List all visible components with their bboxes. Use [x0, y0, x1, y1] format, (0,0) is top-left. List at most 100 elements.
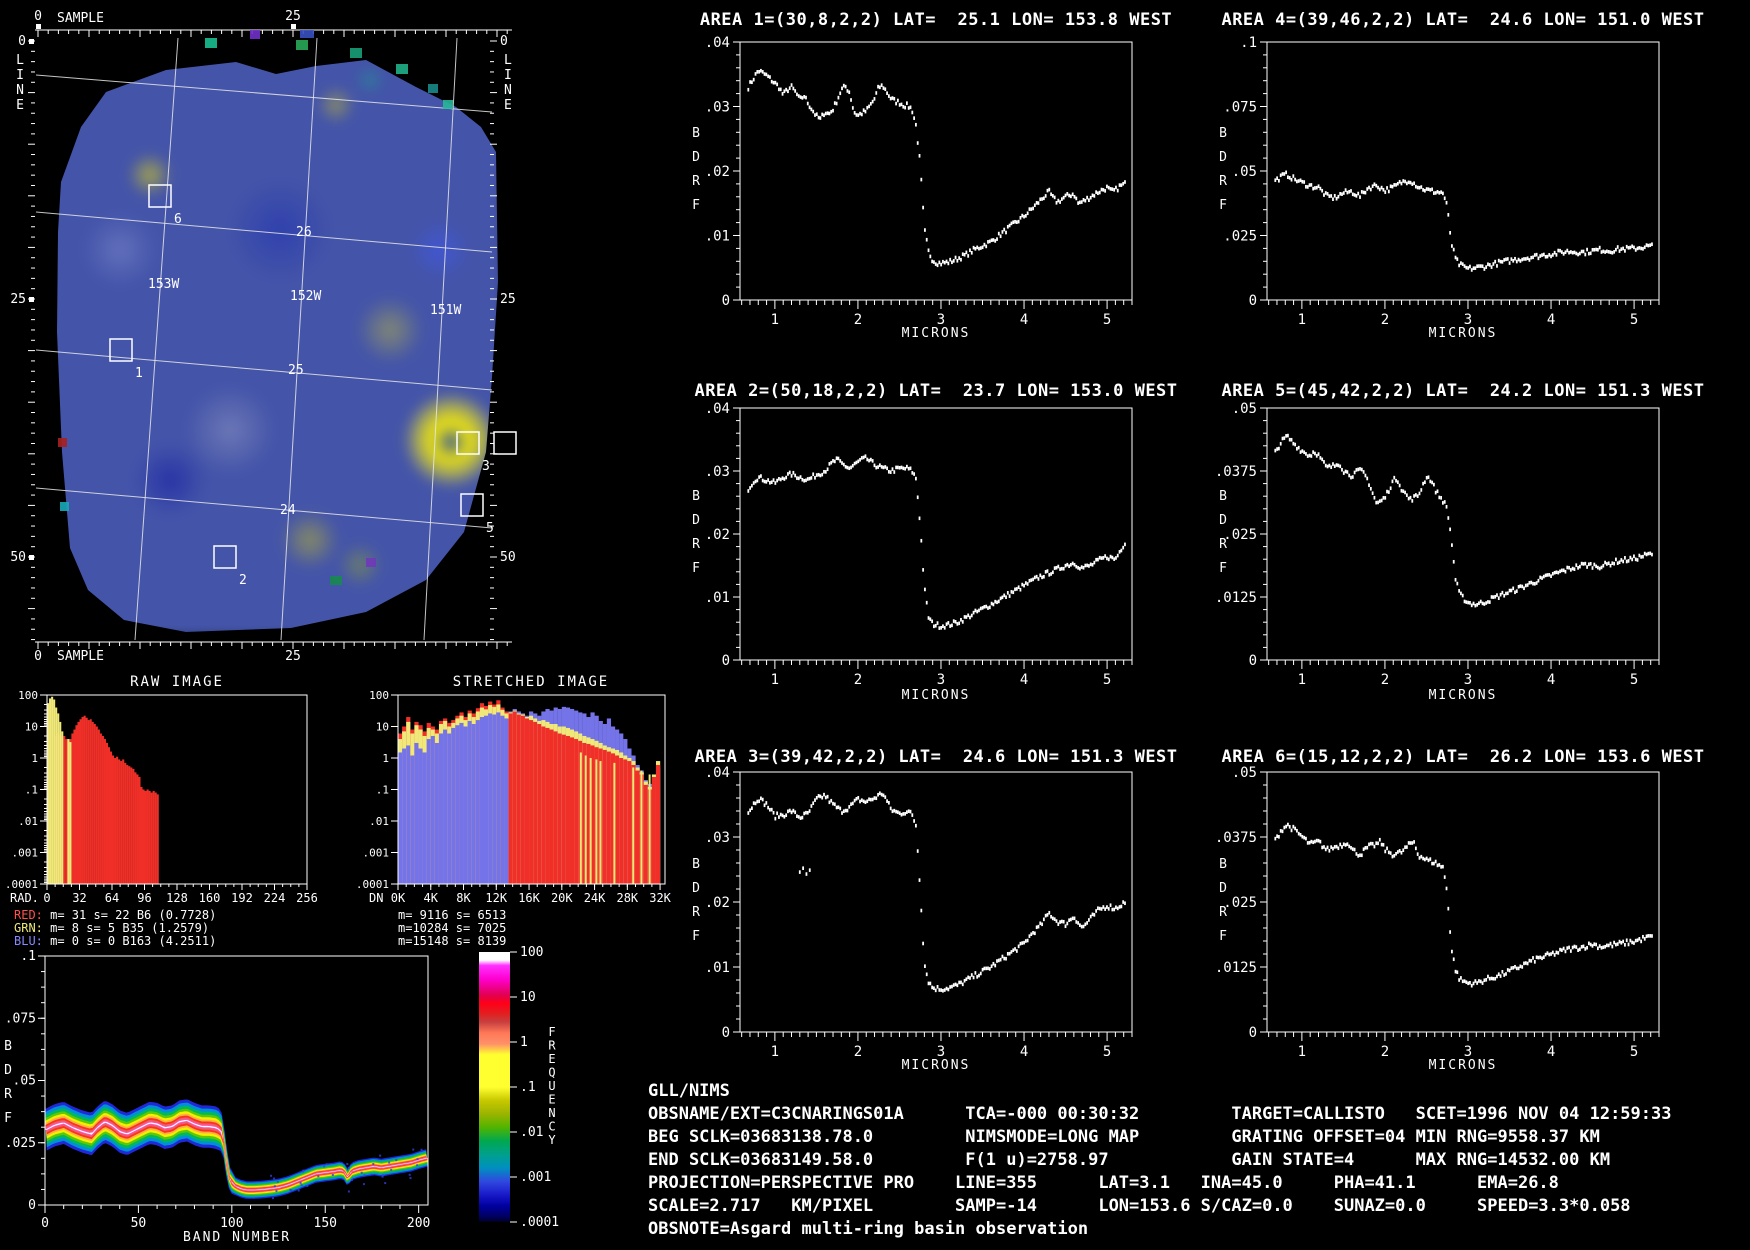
svg-text:.01: .01 — [705, 960, 730, 976]
svg-text:8K: 8K — [456, 891, 471, 905]
area2-xaxis-label: MICRONS — [901, 688, 971, 703]
svg-text:.05: .05 — [1232, 401, 1257, 417]
svg-text:RAD.: RAD. — [10, 891, 39, 905]
svg-text:F: F — [1219, 929, 1227, 944]
svg-text:.1: .1 — [1240, 35, 1257, 51]
area3-xaxis-label: MICRONS — [901, 1058, 971, 1073]
svg-text:64: 64 — [105, 891, 119, 905]
svg-text:50: 50 — [10, 550, 26, 565]
svg-text:3: 3 — [1464, 1044, 1472, 1060]
svg-text:3: 3 — [1464, 672, 1472, 688]
svg-text:0: 0 — [34, 9, 42, 24]
raw-image-title: RAW IMAGE — [130, 674, 224, 690]
svg-text:1: 1 — [1298, 1044, 1306, 1060]
raw-histogram-plot: 100 10 1 .1 .01 .001 .0001 0 32 64 96 128 160 192 224 2… — [5, 689, 318, 948]
svg-text:0: 0 — [28, 1198, 36, 1213]
svg-text:1: 1 — [135, 366, 143, 381]
svg-text:5: 5 — [1103, 1044, 1111, 1060]
info-line-projection: PROJECTION=PERSPECTIVE PRO LINE=355 LAT=… — [648, 1173, 1559, 1193]
svg-text:128: 128 — [166, 891, 188, 905]
svg-text:4: 4 — [1020, 672, 1028, 688]
area1-title: AREA 1=(30,8,2,2) LAT= 25.1 LON= 153.8 W… — [699, 10, 1173, 30]
svg-text:R: R — [692, 537, 700, 552]
svg-text:D: D — [692, 881, 700, 896]
svg-text:12K: 12K — [485, 891, 507, 905]
svg-text:.001: .001 — [520, 1170, 551, 1185]
svg-text:2: 2 — [854, 1044, 862, 1060]
svg-text:.01: .01 — [705, 590, 730, 606]
svg-text:3: 3 — [937, 312, 945, 328]
svg-text:E: E — [16, 98, 24, 113]
svg-text:24K: 24K — [584, 891, 606, 905]
svg-text:F: F — [692, 561, 700, 576]
info-line-mission: GLL/NIMS — [648, 1081, 730, 1101]
info-line-begsclk: BEG SCLK=03683138.78.0 NIMSMODE=LONG MAP… — [648, 1127, 1600, 1147]
svg-text:5: 5 — [1103, 672, 1111, 688]
svg-text:32K: 32K — [649, 891, 671, 905]
svg-text:160: 160 — [199, 891, 221, 905]
svg-text:.075: .075 — [1223, 100, 1257, 116]
stretched-image-title: STRETCHED IMAGE — [452, 674, 610, 690]
svg-text:.025: .025 — [1223, 527, 1257, 543]
svg-text:.03: .03 — [705, 464, 730, 480]
svg-text:.1: .1 — [20, 949, 36, 964]
svg-text:0: 0 — [34, 649, 42, 664]
svg-text:.04: .04 — [705, 35, 730, 51]
svg-text:L: L — [16, 53, 24, 68]
svg-text:Q: Q — [548, 1066, 555, 1080]
svg-text:B: B — [692, 126, 700, 141]
svg-text:.04: .04 — [705, 401, 730, 417]
svg-text:0: 0 — [1249, 1025, 1257, 1041]
svg-text:U: U — [548, 1079, 555, 1093]
area4-data-points — [1274, 170, 1653, 272]
svg-text:R: R — [692, 905, 700, 920]
svg-text:.0125: .0125 — [1215, 590, 1257, 606]
svg-text:DN: DN — [369, 891, 383, 905]
svg-text:.1: .1 — [520, 1080, 536, 1095]
svg-text:4: 4 — [1020, 1044, 1028, 1060]
svg-text:0: 0 — [722, 653, 730, 669]
svg-text:2: 2 — [854, 672, 862, 688]
svg-text:100: 100 — [220, 1216, 243, 1231]
svg-text:25: 25 — [285, 649, 301, 664]
svg-text:R: R — [4, 1087, 12, 1102]
map-image — [57, 60, 498, 632]
svg-text:26: 26 — [296, 225, 312, 240]
svg-text:150: 150 — [314, 1216, 337, 1231]
svg-text:SAMPLE: SAMPLE — [57, 649, 104, 664]
svg-text:1: 1 — [771, 1044, 779, 1060]
svg-text:E: E — [504, 98, 512, 113]
svg-text:.02: .02 — [705, 527, 730, 543]
area4-title: AREA 4=(39,46,2,2) LAT= 24.6 LON= 151.0 … — [1221, 10, 1705, 30]
svg-text:.0375: .0375 — [1215, 830, 1257, 846]
svg-text:2: 2 — [1381, 672, 1389, 688]
svg-text:3: 3 — [482, 459, 490, 474]
svg-text:R: R — [1219, 905, 1227, 920]
svg-text:0: 0 — [43, 891, 50, 905]
svg-text:224: 224 — [264, 891, 286, 905]
area3-data-points — [747, 791, 1126, 993]
svg-text:2: 2 — [239, 573, 247, 588]
svg-text:.0001: .0001 — [5, 878, 38, 891]
svg-text:.01: .01 — [18, 815, 38, 828]
svg-text:.01: .01 — [705, 229, 730, 245]
svg-text:50: 50 — [500, 550, 516, 565]
svg-text:100: 100 — [369, 689, 389, 702]
area2-data-points — [747, 454, 1126, 630]
svg-text:D: D — [1219, 150, 1227, 165]
area2-title: AREA 2=(50,18,2,2) LAT= 23.7 LON= 153.0 … — [694, 381, 1178, 401]
svg-text:4: 4 — [1020, 312, 1028, 328]
svg-text:D: D — [1219, 881, 1227, 896]
info-line-obsnote: OBSNOTE=Asgard multi-ring basin observat… — [648, 1219, 1089, 1239]
svg-text:N: N — [16, 83, 24, 98]
svg-text:F: F — [1219, 198, 1227, 213]
svg-text:.0375: .0375 — [1215, 464, 1257, 480]
svg-text:F: F — [1219, 561, 1227, 576]
svg-text:B: B — [1219, 489, 1227, 504]
svg-text:.1: .1 — [376, 784, 389, 797]
